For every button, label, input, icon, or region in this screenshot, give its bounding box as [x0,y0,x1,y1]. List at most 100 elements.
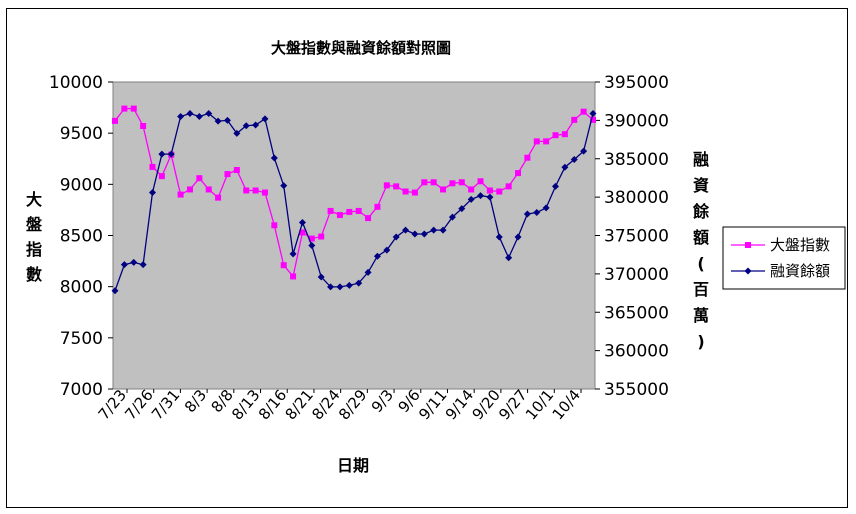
series-point [402,188,409,195]
axis-label-char: ( [697,254,704,273]
series-point [477,178,484,185]
series-point [383,182,390,189]
right-tick-label: 390000 [604,111,669,131]
axis-label-char: 大 [26,190,42,209]
axis-label-char: 數 [26,265,42,284]
series-point [308,241,316,249]
x-tick-label: 8/3 [181,386,210,416]
series-point [411,230,419,238]
series-point [570,156,578,164]
right-tick-label: 360000 [604,342,669,362]
series-point [514,233,522,241]
series-point [580,108,587,115]
series-point [177,191,184,198]
right-tick-label: 395000 [604,73,669,93]
series-point [205,186,212,193]
legend-marker-1 [745,242,751,248]
series-point [440,186,447,193]
series-point [468,186,475,193]
series-point [233,167,240,174]
left-axis: 7000 7500 8000 8500 9000 9500 10000 [49,73,113,400]
left-tick-label: 9000 [60,175,103,195]
series-point [336,283,344,291]
series-point [448,213,456,221]
right-tick-label: 370000 [604,265,669,285]
series-point [449,180,456,187]
chart-title: 大盤指數與融資餘額對照圖 [271,39,451,57]
x-tick-label: 9/3 [368,386,397,416]
series-point [533,138,540,145]
series-point [205,109,213,117]
series-point [589,109,597,117]
series-point [327,207,334,214]
series-point [345,281,353,289]
series-point [224,171,231,178]
series-point [561,131,568,138]
series-point [177,113,185,121]
series-point [477,192,485,200]
series-point [505,183,512,190]
left-tick-label: 10000 [49,73,103,93]
series-point [280,262,287,269]
series-point [467,195,475,203]
left-tick-label: 7000 [60,380,103,400]
series-point [195,113,203,121]
series-point [374,203,381,210]
series-point [280,182,288,190]
series-point [158,150,166,158]
series-point [111,287,119,295]
chart-frame: 大盤指數與融資餘額對照圖 7000 7500 8000 8500 9000 9500 100… [6,8,848,508]
axis-label-char: 萬 [693,306,709,325]
series-point [543,138,550,145]
series-point [411,189,418,196]
series-line-2 [114,112,594,292]
series-point [186,186,193,193]
series-point [120,261,128,269]
axis-label-char: 資 [693,176,709,195]
left-tick-label: 8000 [60,278,103,298]
x-axis-label: 日期 [337,456,369,475]
series-point [486,187,493,194]
series-point [261,189,268,196]
series-point [121,105,128,112]
axis-label-char: 盤 [26,215,43,234]
series-point [515,170,522,177]
right-tick-label: 380000 [604,188,669,208]
legend-marker-2 [744,267,752,275]
legend-label-1: 大盤指數 [770,236,830,254]
series-point [290,273,297,280]
series-point [261,115,269,123]
series-point [523,210,531,218]
series-point [233,129,241,137]
series-point [552,182,560,190]
series-point [552,132,559,139]
series-point [458,179,465,186]
series-point [590,116,596,123]
series-point [252,121,260,129]
series-point [346,208,353,215]
series-point [393,183,400,190]
series-point [524,154,531,161]
series-point [392,233,400,241]
axis-label-char: 融 [693,150,709,169]
series-point [130,105,137,112]
series-point [186,109,194,117]
axis-label-char: ) [697,332,704,351]
series-point [364,268,372,276]
right-tick-label: 355000 [604,380,669,400]
series-point [336,212,343,219]
series-point [496,188,503,195]
series-point [318,233,325,240]
series-point [383,246,391,254]
series-point [580,147,588,155]
series-point [130,258,138,266]
series-point [317,273,325,281]
x-axis: 7/237/267/318/38/88/138/168/218/248/299/… [95,386,584,423]
series-point [571,116,578,123]
series-point [196,175,203,182]
series-point [355,207,362,214]
series-point [486,193,494,201]
axis-label-char: 百 [693,280,709,299]
series-point [289,250,297,258]
